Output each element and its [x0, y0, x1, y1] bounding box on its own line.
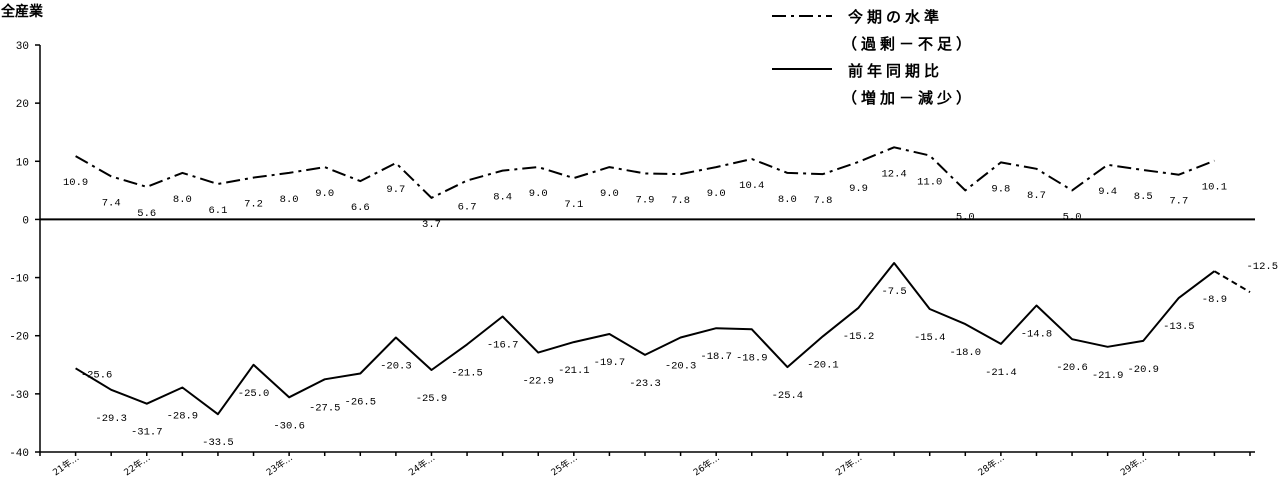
yoy-data-label: -20.9 — [1127, 364, 1159, 376]
yoy-data-label: -16.7 — [487, 340, 519, 352]
level-series-line — [75, 146, 1215, 199]
level-data-label: 9.0 — [315, 188, 334, 200]
level-data-label: 9.0 — [707, 188, 726, 200]
y-tick-label: 20 — [16, 99, 29, 111]
level-data-label: 8.0 — [173, 194, 192, 206]
level-data-label: 7.8 — [671, 195, 690, 207]
yoy-data-label: -31.7 — [131, 427, 163, 439]
yoy-data-label: -8.9 — [1202, 294, 1227, 306]
level-data-label: 5.6 — [137, 208, 156, 220]
yoy-data-label: -19.7 — [594, 357, 626, 369]
y-axis-ticks: 30 20 10 0 -10 -20 -30 -40 — [9, 41, 40, 460]
yoy-data-label: -7.5 — [882, 286, 907, 298]
yoy-projection-segment — [1213, 270, 1251, 293]
yoy-data-label: -13.5 — [1163, 321, 1195, 333]
legend-label-yoy: 前年同期比 — [848, 62, 943, 80]
x-axis-ticks: 21年… 22年… 23年… 24年… 25年… 26年… 27年… 28年… 29年… — [39, 452, 1251, 479]
yoy-data-label: -30.6 — [273, 420, 305, 432]
yoy-data-label: -14.8 — [1021, 328, 1053, 340]
level-data-label: 8.0 — [280, 194, 299, 206]
x-tick-label: 22年… — [121, 452, 152, 479]
yoy-data-label: -21.4 — [985, 367, 1017, 379]
level-data-label: 7.1 — [564, 199, 583, 211]
level-data-label: 6.7 — [458, 201, 477, 213]
level-data-label: 10.9 — [63, 177, 88, 189]
y-tick-label: -40 — [9, 448, 29, 460]
yoy-data-label: -21.9 — [1092, 370, 1124, 382]
legend-note-yoy: （増加－減少） — [842, 89, 975, 107]
yoy-data-label: -26.5 — [345, 397, 377, 409]
x-tick-label: 23年… — [264, 452, 295, 479]
y-tick-label: 0 — [22, 215, 29, 227]
level-data-label: 10.1 — [1202, 182, 1227, 194]
level-data-label: 8.0 — [778, 194, 797, 206]
x-tick-label: 27年… — [833, 452, 864, 479]
x-tick-label: 25年… — [549, 452, 580, 479]
yoy-data-label: -18.9 — [736, 352, 768, 364]
yoy-data-label: -21.1 — [558, 365, 590, 377]
level-data-label: 7.4 — [102, 197, 121, 209]
level-data-label: 9.0 — [600, 188, 619, 200]
yoy-data-label: -18.7 — [700, 351, 732, 363]
yoy-data-label: -29.3 — [95, 413, 127, 425]
data-labels: 10.9 7.4 5.6 8.0 6.1 7.2 8.0 9.0 6.6 9.7 3.7 6.7 8.4… — [63, 168, 1278, 449]
level-data-label: 7.7 — [1169, 196, 1188, 208]
yoy-data-label: -25.6 — [81, 369, 113, 381]
level-data-label: 9.7 — [386, 184, 405, 196]
yoy-data-label: -21.5 — [451, 367, 483, 379]
yoy-data-label: -25.9 — [416, 393, 448, 405]
level-data-label: 8.4 — [493, 192, 512, 204]
yoy-data-label: -20.6 — [1056, 362, 1088, 374]
level-data-label: 10.4 — [739, 180, 764, 192]
x-tick-label: 24年… — [406, 452, 437, 479]
level-data-label: 7.2 — [244, 199, 263, 211]
y-tick-label: -10 — [9, 274, 29, 286]
legend: 今期の水準 （過剰－不足） 前年同期比 （増加－減少） — [772, 8, 975, 107]
level-data-label: 9.0 — [529, 188, 548, 200]
y-tick-label: -30 — [9, 390, 29, 402]
level-data-label: 9.9 — [849, 183, 868, 195]
level-data-label: 5.0 — [956, 211, 975, 223]
series-lines — [75, 146, 1251, 416]
level-data-label: 6.6 — [351, 202, 370, 214]
yoy-series-line — [75, 262, 1216, 416]
level-data-label: 12.4 — [882, 168, 907, 180]
level-data-label: 7.9 — [636, 194, 655, 206]
y-tick-label: -20 — [9, 332, 29, 344]
level-data-label: 6.1 — [208, 205, 227, 217]
legend-note-level: （過剰－不足） — [842, 35, 975, 53]
level-data-label: 8.7 — [1027, 190, 1046, 202]
axes — [39, 45, 1255, 453]
y-tick-label: 10 — [16, 157, 29, 169]
yoy-data-label: -33.5 — [202, 437, 234, 449]
x-tick-label: 26年… — [691, 452, 722, 479]
yoy-data-label: -27.5 — [309, 402, 341, 414]
yoy-data-label: -25.0 — [238, 388, 270, 400]
yoy-data-label: -20.3 — [665, 360, 697, 372]
level-data-label: 8.5 — [1134, 191, 1153, 203]
x-tick-label: 28年… — [976, 452, 1007, 479]
yoy-data-label: -25.4 — [772, 390, 804, 402]
yoy-data-label: -20.1 — [807, 359, 839, 371]
x-tick-label: 21年… — [50, 452, 81, 479]
level-data-label: 3.7 — [422, 219, 441, 231]
yoy-data-label: -15.2 — [843, 331, 875, 343]
y-tick-label: 30 — [16, 41, 29, 53]
x-tick-label: 29年… — [1118, 452, 1149, 479]
level-data-label: 5.0 — [1063, 211, 1082, 223]
level-data-label: 11.0 — [917, 176, 942, 188]
yoy-data-label: -23.3 — [629, 378, 661, 390]
legend-label-level: 今期の水準 — [847, 8, 943, 26]
yoy-data-label: -22.9 — [522, 376, 554, 388]
chart-title: 全産業 — [0, 3, 44, 20]
yoy-data-label: -18.0 — [950, 347, 982, 359]
level-data-label: 7.8 — [813, 195, 832, 207]
level-data-label: 9.8 — [991, 183, 1010, 195]
yoy-data-label: -15.4 — [914, 332, 946, 344]
level-data-label: 9.4 — [1098, 186, 1117, 198]
yoy-data-label: -28.9 — [167, 410, 199, 422]
yoy-data-label: -12.5 — [1246, 261, 1278, 273]
yoy-data-label: -20.3 — [380, 360, 412, 372]
